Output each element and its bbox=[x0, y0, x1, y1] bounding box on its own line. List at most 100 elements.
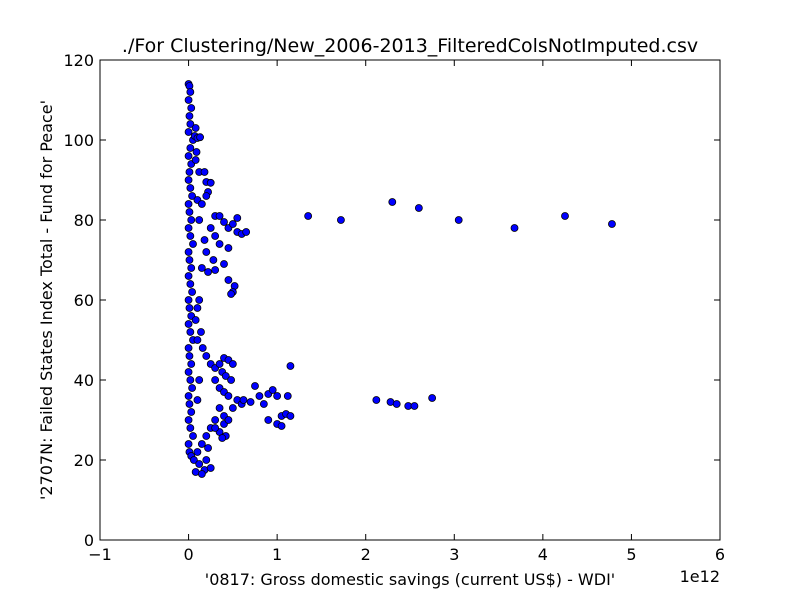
scatter-point bbox=[197, 328, 205, 336]
scatter-point bbox=[218, 434, 227, 442]
scatter-point bbox=[184, 392, 193, 400]
scatter-point bbox=[510, 224, 519, 232]
scatter-point bbox=[186, 120, 195, 128]
scatter-point bbox=[195, 216, 204, 224]
scatter-point bbox=[195, 460, 204, 468]
scatter-point bbox=[184, 176, 193, 184]
scatter-point bbox=[227, 376, 235, 384]
scatter-point bbox=[206, 464, 215, 472]
scatter-point bbox=[195, 296, 204, 304]
scatter-point bbox=[221, 372, 230, 380]
scatter-point bbox=[197, 440, 206, 448]
scatter-point bbox=[184, 224, 193, 232]
scatter-point bbox=[388, 198, 397, 206]
scatter-point bbox=[561, 212, 569, 220]
scatter-point bbox=[184, 128, 193, 136]
scatter-point bbox=[224, 244, 233, 252]
scatter-point bbox=[191, 156, 200, 164]
scatter-point bbox=[215, 212, 224, 220]
scatter-point bbox=[188, 384, 197, 392]
y-tick-label: 60 bbox=[74, 291, 94, 310]
scatter-point bbox=[184, 248, 193, 256]
scatter-point bbox=[198, 344, 207, 352]
scatter-point bbox=[187, 104, 196, 112]
scatter-point bbox=[200, 168, 209, 176]
plot-area bbox=[99, 59, 721, 541]
scatter-point bbox=[392, 400, 401, 408]
y-tick-label: 0 bbox=[84, 531, 94, 550]
scatter-point bbox=[197, 470, 206, 478]
x-axis: −1 0 1 2 3 4 5 6 bbox=[88, 60, 725, 564]
y-tick-label: 80 bbox=[74, 211, 94, 230]
scatter-point bbox=[188, 192, 197, 200]
scatter-point bbox=[185, 400, 194, 408]
x-tick-label: 3 bbox=[449, 545, 459, 564]
scatter-point bbox=[242, 228, 251, 236]
scatter-point bbox=[215, 360, 224, 368]
x-offset-label: 1e12 bbox=[680, 567, 720, 586]
scatter-point bbox=[211, 424, 220, 432]
scatter-point bbox=[184, 272, 193, 280]
scatter-point bbox=[372, 396, 381, 404]
scatter-point bbox=[211, 266, 220, 274]
scatter-point bbox=[193, 448, 202, 456]
scatter-point bbox=[186, 424, 195, 432]
scatter-point bbox=[211, 232, 220, 240]
data-points bbox=[184, 80, 616, 478]
scatter-point bbox=[211, 376, 220, 384]
y-axis-label: '2707N: Failed States Index Total - Fund… bbox=[37, 100, 56, 500]
scatter-point bbox=[228, 404, 237, 412]
scatter-point bbox=[204, 268, 212, 276]
scatter-point bbox=[209, 256, 218, 264]
x-tick-label: −1 bbox=[88, 545, 112, 564]
scatter-point bbox=[206, 224, 215, 232]
scatter-point bbox=[273, 392, 282, 400]
scatter-point bbox=[283, 392, 292, 400]
scatter-point bbox=[277, 422, 286, 430]
scatter-point bbox=[184, 344, 193, 352]
scatter-point bbox=[233, 214, 242, 222]
scatter-point bbox=[189, 456, 198, 464]
scatter-point bbox=[184, 152, 193, 160]
scatter-point bbox=[185, 256, 194, 264]
scatter-point bbox=[224, 392, 233, 400]
scatter-point bbox=[227, 290, 235, 298]
scatter-point bbox=[184, 416, 193, 424]
scatter-point bbox=[193, 396, 202, 404]
scatter-point bbox=[200, 236, 209, 244]
scatter-point bbox=[255, 392, 264, 400]
y-tick-label: 100 bbox=[63, 131, 94, 150]
x-tick-label: 1 bbox=[272, 545, 282, 564]
scatter-point bbox=[186, 144, 195, 152]
scatter-point bbox=[196, 133, 204, 142]
scatter-point bbox=[184, 96, 193, 104]
scatter-point bbox=[337, 216, 345, 224]
y-tick-label: 20 bbox=[74, 451, 94, 470]
scatter-point bbox=[189, 432, 197, 440]
scatter-point bbox=[259, 400, 268, 408]
scatter-point bbox=[192, 148, 201, 156]
scatter-point bbox=[191, 316, 200, 324]
scatter-point bbox=[215, 404, 224, 412]
scatter-point bbox=[184, 296, 193, 304]
scatter-point bbox=[268, 386, 277, 394]
scatter-point bbox=[187, 360, 196, 368]
scatter-point bbox=[185, 208, 194, 216]
scatter-point bbox=[195, 376, 204, 384]
scatter-point bbox=[286, 412, 295, 420]
scatter-point bbox=[187, 264, 196, 272]
scatter-point bbox=[186, 184, 195, 192]
scatter-point bbox=[186, 328, 195, 336]
y-tick-label: 120 bbox=[63, 51, 94, 70]
y-axis: 0 20 40 60 80 100 120 bbox=[63, 51, 720, 550]
scatter-point bbox=[251, 382, 259, 390]
scatter-point bbox=[184, 320, 193, 328]
scatter-point bbox=[191, 124, 200, 132]
scatter-point bbox=[186, 376, 195, 384]
scatter-point bbox=[206, 178, 215, 187]
scatter-point bbox=[202, 248, 211, 256]
x-tick-label: 4 bbox=[538, 545, 548, 564]
x-axis-label: '0817: Gross domestic savings (current U… bbox=[205, 570, 615, 589]
scatter-point bbox=[246, 398, 255, 406]
